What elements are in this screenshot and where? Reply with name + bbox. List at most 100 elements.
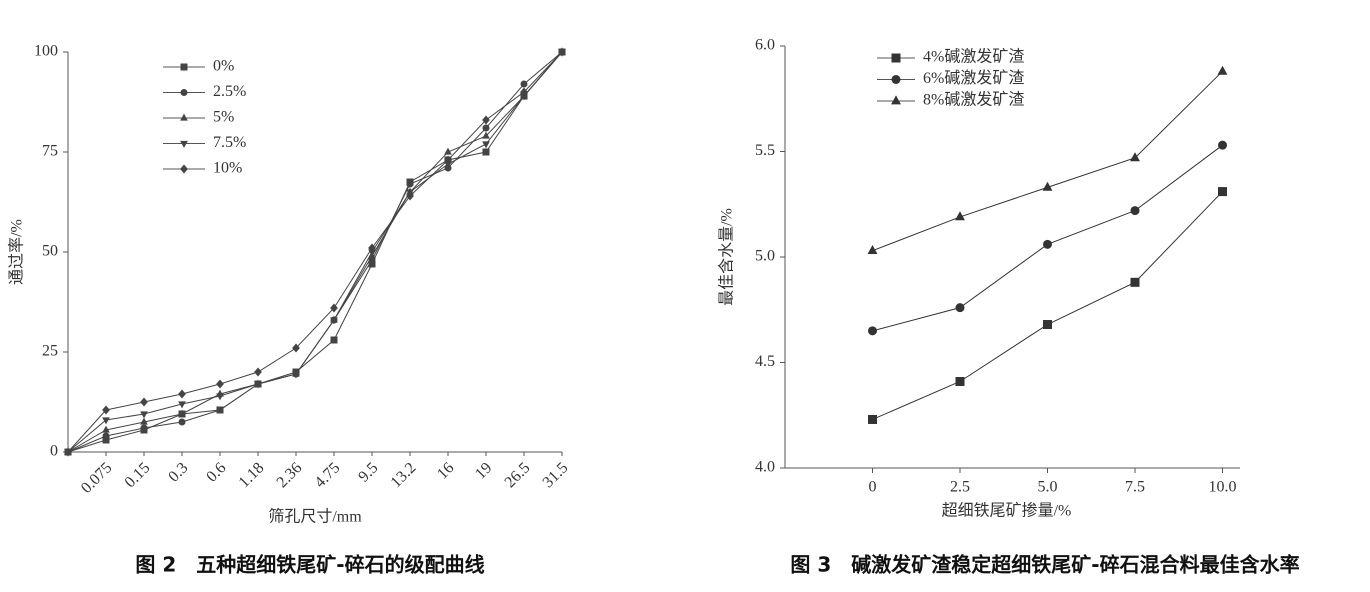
marker [216, 406, 224, 414]
x-tick-label: 13.2 [388, 459, 420, 491]
y-tick-label: 50 [42, 243, 58, 260]
legend-label: 4%碱激发矿渣 [923, 48, 1024, 66]
marker [868, 414, 877, 424]
x-tick-label: 7.5 [1125, 479, 1145, 496]
x-tick-label: 9.5 [355, 459, 381, 485]
marker [216, 379, 224, 389]
marker [292, 343, 300, 353]
legend-label: 6%碱激发矿渣 [923, 69, 1024, 87]
legend-label: 8%碱激发矿渣 [923, 91, 1024, 109]
marker [482, 131, 490, 139]
marker [444, 147, 452, 155]
x-axis-label: 超细铁尾矿掺量/% [942, 502, 1072, 520]
marker [292, 371, 300, 379]
x-axis-label: 筛孔尺寸/mm [268, 507, 362, 526]
marker [955, 376, 965, 386]
marker [482, 141, 490, 149]
series-line [67, 51, 563, 453]
x-tick-label: 1.18 [236, 459, 268, 491]
marker [140, 411, 148, 419]
marker [482, 124, 490, 132]
marker [1218, 140, 1227, 150]
caption: 图 3 碱激发矿渣稳定超细铁尾矿-碎石混合料最佳含水率 [790, 553, 1299, 577]
marker [178, 401, 186, 409]
series-line [67, 51, 563, 453]
marker [482, 148, 490, 156]
marker [955, 211, 965, 221]
series-line [67, 51, 563, 453]
marker [406, 180, 414, 188]
legend-label: 7.5% [213, 134, 246, 151]
legend-label: 0% [213, 58, 234, 75]
legend-marker [891, 75, 901, 84]
marker [520, 80, 528, 88]
legend-marker [180, 63, 188, 71]
legend-label: 2.5% [213, 83, 246, 100]
marker [330, 303, 338, 313]
marker [868, 326, 877, 336]
marker [140, 397, 148, 407]
marker [444, 155, 452, 165]
legend-label: 5% [213, 109, 234, 126]
x-tick-label: 0.6 [203, 459, 229, 485]
y-tick-label: 5.0 [755, 248, 775, 265]
y-tick-label: 6.0 [755, 37, 775, 54]
series-line [872, 144, 1223, 332]
marker [330, 336, 338, 344]
marker [867, 245, 878, 255]
marker [368, 260, 376, 268]
y-tick-label: 0 [50, 443, 58, 460]
marker [102, 405, 110, 415]
marker [955, 303, 965, 313]
marker [1130, 152, 1140, 162]
marker [178, 389, 186, 399]
series-line [67, 51, 563, 453]
y-axis-label: 通过率/% [8, 219, 26, 285]
x-tick-label: 26.5 [502, 459, 534, 491]
marker [1042, 181, 1053, 191]
marker [368, 243, 376, 253]
legend-marker [180, 140, 188, 148]
x-tick-label: 0 [869, 479, 877, 496]
y-tick-label: 25 [42, 343, 58, 360]
marker [102, 417, 110, 425]
marker [1130, 206, 1140, 216]
x-tick-label: 4.75 [312, 459, 344, 491]
x-tick-label: 2.36 [274, 459, 306, 491]
marker [254, 381, 262, 389]
x-tick-label: 5.0 [1038, 479, 1058, 496]
x-tick-label: 0.15 [122, 459, 154, 491]
marker [1130, 277, 1140, 287]
marker [330, 317, 338, 325]
marker [178, 418, 186, 426]
marker [102, 425, 110, 433]
marker [102, 432, 110, 440]
marker [140, 417, 148, 425]
marker [178, 409, 186, 417]
series-line [872, 191, 1223, 420]
marker [1218, 187, 1227, 197]
x-tick-label: 0.3 [165, 459, 191, 485]
y-tick-label: 75 [42, 143, 58, 160]
marker [254, 367, 262, 377]
series-line [67, 51, 563, 453]
y-tick-label: 4.5 [755, 353, 775, 370]
marker [520, 87, 528, 97]
y-tick-label: 5.5 [755, 142, 775, 159]
marker [482, 115, 490, 125]
caption: 图 2 五种超细铁尾矿-碎石的级配曲线 [135, 553, 484, 577]
y-axis-label: 最佳含水量/% [718, 208, 736, 306]
legend-label: 10% [213, 160, 242, 177]
x-tick-label: 10.0 [1209, 479, 1237, 496]
marker [444, 161, 452, 169]
x-tick-label: 2.5 [950, 479, 970, 496]
marker [406, 191, 414, 201]
x-tick-label: 31.5 [540, 459, 572, 491]
marker [140, 424, 148, 432]
legend-marker [180, 113, 188, 121]
x-tick-label: 0.075 [78, 459, 115, 496]
marker [102, 436, 110, 444]
marker [216, 393, 224, 401]
x-tick-label: 19 [472, 459, 495, 482]
